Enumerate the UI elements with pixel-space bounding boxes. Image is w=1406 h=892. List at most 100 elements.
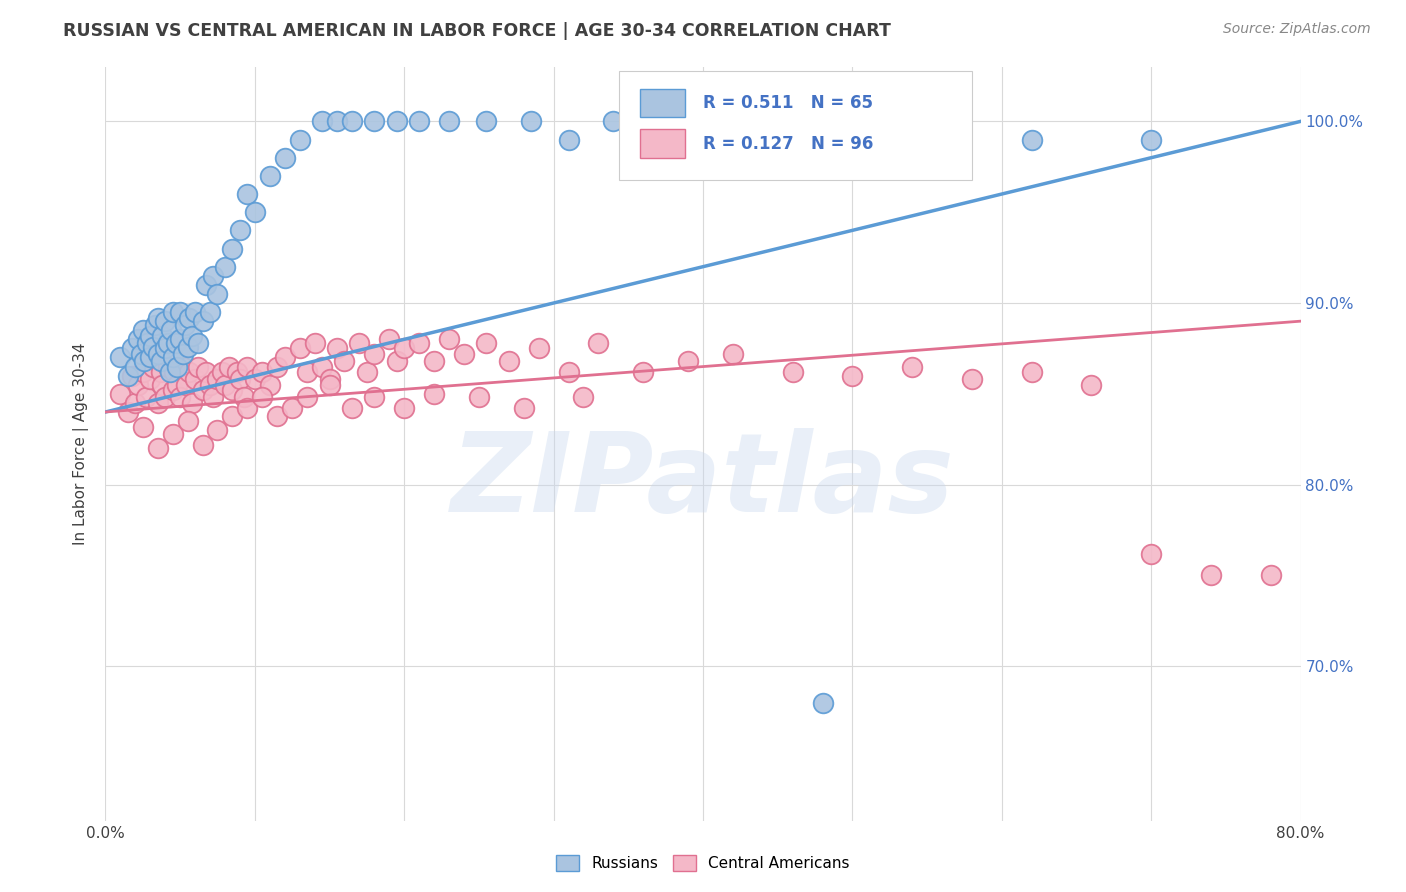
Point bbox=[191, 314, 214, 328]
Point bbox=[187, 359, 209, 374]
Point bbox=[1021, 365, 1043, 379]
Point bbox=[475, 335, 498, 350]
Point bbox=[160, 323, 183, 337]
Point bbox=[157, 359, 180, 374]
Point bbox=[841, 132, 863, 146]
Point bbox=[423, 387, 446, 401]
Point bbox=[513, 401, 536, 416]
Point bbox=[229, 372, 252, 386]
Text: ZIPatlas: ZIPatlas bbox=[451, 428, 955, 535]
Point bbox=[281, 401, 304, 416]
FancyBboxPatch shape bbox=[619, 70, 972, 180]
Point bbox=[221, 383, 243, 397]
Point bbox=[252, 391, 274, 405]
Point bbox=[273, 351, 295, 365]
Point bbox=[557, 365, 579, 379]
Point bbox=[225, 365, 249, 379]
Point bbox=[198, 305, 221, 319]
Point bbox=[288, 342, 311, 356]
Point bbox=[588, 335, 610, 350]
Point bbox=[162, 305, 184, 319]
Point bbox=[229, 223, 252, 237]
Point bbox=[166, 377, 188, 392]
Point bbox=[349, 335, 371, 350]
Point bbox=[453, 347, 475, 361]
Point bbox=[811, 696, 834, 710]
Point bbox=[475, 114, 498, 128]
Legend: Russians, Central Americans: Russians, Central Americans bbox=[551, 850, 855, 875]
Point bbox=[149, 365, 172, 379]
Point bbox=[177, 310, 201, 325]
Point bbox=[385, 114, 408, 128]
Point bbox=[135, 391, 157, 405]
Point bbox=[202, 391, 225, 405]
Point bbox=[124, 359, 146, 374]
Point bbox=[155, 391, 177, 405]
Y-axis label: In Labor Force | Age 30-34: In Labor Force | Age 30-34 bbox=[73, 343, 90, 545]
Point bbox=[191, 438, 214, 452]
Point bbox=[172, 347, 194, 361]
Point bbox=[340, 401, 363, 416]
Point bbox=[165, 335, 187, 350]
Point bbox=[676, 354, 699, 368]
Point bbox=[520, 114, 543, 128]
Point bbox=[1260, 568, 1282, 582]
Point bbox=[214, 377, 236, 392]
Point bbox=[633, 365, 655, 379]
Point bbox=[1199, 568, 1222, 582]
Point bbox=[252, 365, 274, 379]
Point bbox=[782, 365, 804, 379]
Point bbox=[221, 409, 243, 423]
Point bbox=[311, 359, 333, 374]
Point bbox=[181, 328, 204, 343]
Point bbox=[572, 391, 595, 405]
Point bbox=[721, 347, 744, 361]
Point bbox=[557, 132, 579, 146]
Point bbox=[173, 318, 195, 332]
Point bbox=[174, 377, 197, 392]
Point bbox=[602, 114, 624, 128]
Text: Source: ZipAtlas.com: Source: ZipAtlas.com bbox=[1223, 22, 1371, 37]
Point bbox=[198, 377, 221, 392]
Point bbox=[408, 335, 430, 350]
Point bbox=[176, 340, 198, 354]
Point bbox=[159, 365, 181, 379]
Point bbox=[127, 377, 149, 392]
Point bbox=[318, 372, 340, 386]
Point bbox=[751, 132, 773, 146]
Point bbox=[408, 114, 430, 128]
Point bbox=[149, 354, 172, 368]
Point bbox=[139, 351, 162, 365]
Point bbox=[378, 332, 401, 346]
Point bbox=[1140, 132, 1163, 146]
Point bbox=[266, 359, 288, 374]
Point bbox=[121, 368, 143, 383]
Point bbox=[356, 365, 378, 379]
Point bbox=[207, 287, 229, 301]
Point bbox=[1140, 547, 1163, 561]
Point bbox=[146, 347, 169, 361]
Point bbox=[363, 114, 385, 128]
Point bbox=[218, 359, 240, 374]
Point bbox=[233, 391, 256, 405]
Point bbox=[121, 342, 143, 356]
Point bbox=[423, 354, 446, 368]
Point bbox=[127, 332, 149, 346]
Point bbox=[259, 377, 281, 392]
Point bbox=[266, 409, 288, 423]
Point bbox=[363, 347, 385, 361]
Point bbox=[295, 365, 318, 379]
Point bbox=[124, 396, 146, 410]
Point bbox=[132, 365, 155, 379]
Point bbox=[221, 242, 243, 256]
Point bbox=[177, 365, 201, 379]
Point bbox=[202, 268, 225, 283]
Point bbox=[194, 277, 217, 292]
Point bbox=[134, 354, 156, 368]
Point bbox=[146, 396, 169, 410]
Text: R = 0.511   N = 65: R = 0.511 N = 65 bbox=[703, 94, 873, 112]
Point bbox=[142, 359, 165, 374]
Point bbox=[162, 426, 184, 441]
Point bbox=[139, 372, 162, 386]
Point bbox=[960, 372, 983, 386]
